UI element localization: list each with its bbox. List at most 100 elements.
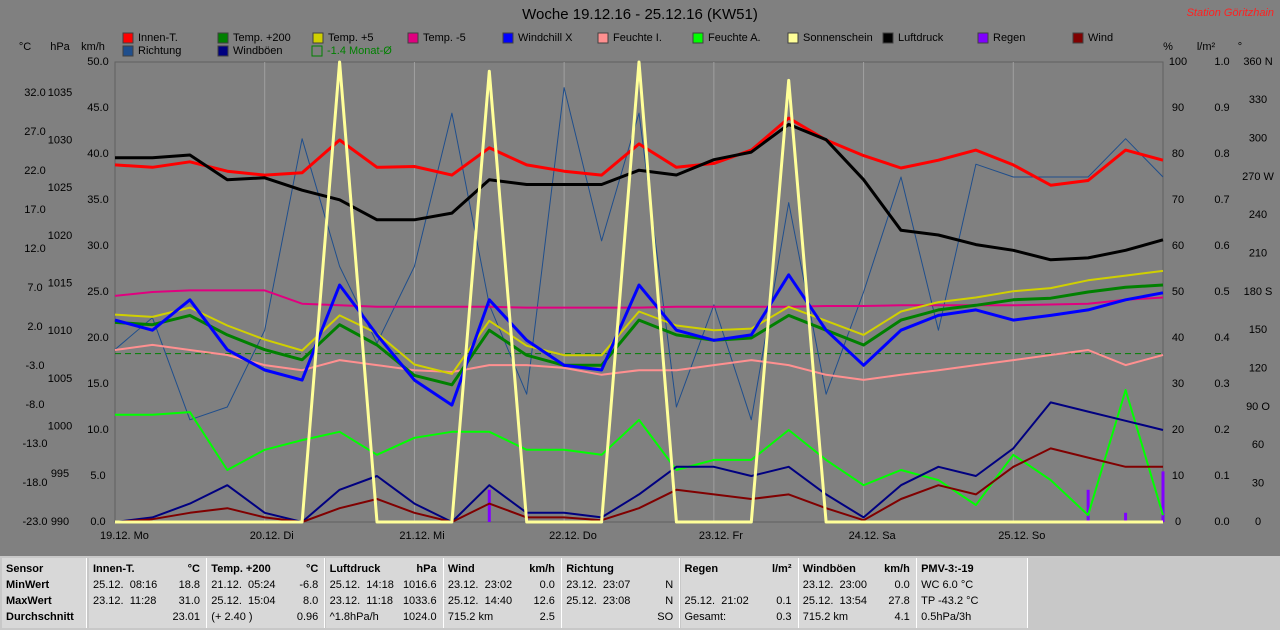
- legend-label: Windchill X: [518, 32, 573, 44]
- legend-label: Temp. -5: [423, 32, 466, 44]
- chart-title: Woche 19.12.16 - 25.12.16 (KW51): [522, 6, 758, 23]
- y-tick-label: 15.0: [87, 378, 108, 390]
- y-tick-label: 40.0: [87, 148, 108, 160]
- stat-detail: 23.12. 11:28: [93, 595, 157, 607]
- panel-unit: °C: [187, 563, 200, 575]
- panel-unit: km/h: [529, 563, 555, 575]
- legend-swatch: [597, 32, 609, 44]
- stat-value: 0.1: [776, 595, 792, 607]
- panel-unit: °C: [305, 563, 319, 575]
- row-label: MaxWert: [6, 595, 52, 607]
- y-tick-label: 35.0: [87, 194, 108, 206]
- stats-row: 25.12. 23:08 N: [566, 595, 673, 610]
- series-line: [114, 283, 1164, 387]
- y-tick-label: -13.0: [22, 438, 47, 450]
- panel-header: Innen-T. °C: [93, 563, 200, 578]
- y-tick-label: 1025: [48, 182, 72, 194]
- chart: Woche 19.12.16 - 25.12.16 (KW51) Station…: [18, 5, 1275, 542]
- panel-name: Wind: [447, 563, 475, 575]
- legend-swatch: [217, 45, 229, 57]
- y-tick-label: 0.3: [1214, 378, 1229, 390]
- rain-bar: [1161, 471, 1165, 522]
- legend-label: Feuchte A.: [708, 32, 761, 44]
- y-tick-label: 995: [51, 468, 69, 480]
- y-tick-label: 1030: [48, 135, 72, 147]
- legend-swatch: [311, 45, 323, 57]
- stat-detail: 715.2 km: [802, 611, 849, 623]
- panel-name: Windböen: [802, 563, 856, 575]
- y-tick-label: 32.0: [24, 87, 45, 99]
- stats-row: 25.12. 21:02 0.1: [685, 595, 792, 610]
- series-line: [115, 122, 1164, 262]
- y-tick-label: 27.0: [24, 126, 45, 138]
- stat-value: -6.8: [299, 579, 319, 591]
- panel-name: Luftdruck: [329, 563, 381, 575]
- y-tick-label: 60: [1252, 439, 1264, 451]
- stats-row: 23.12. 23:00 0.0: [803, 579, 910, 594]
- y-tick-label: 1015: [48, 278, 72, 290]
- panel-header: Wind km/h: [448, 563, 555, 578]
- stat-detail: 25.12. 21:02: [684, 595, 749, 607]
- y-tick-label: 17.0: [24, 204, 45, 216]
- stats-row: ^1.8hPa/h 1024.0: [330, 611, 437, 626]
- y-tick-label: 0.0: [90, 516, 105, 528]
- panel-name: Innen-T.: [93, 563, 135, 575]
- stat-detail: 25.12. 08:16: [93, 579, 158, 591]
- legend-label: Sonnenschein: [803, 32, 873, 44]
- stat-detail: 23.12. 11:18: [329, 595, 393, 607]
- legend-swatch: [502, 32, 514, 44]
- series-line: [114, 447, 1163, 523]
- legend-label: Regen: [993, 32, 1025, 44]
- row-label: Sensor: [6, 563, 44, 575]
- y-tick-label: 210: [1249, 248, 1267, 260]
- y-tick-label: 270 W: [1242, 171, 1274, 183]
- stats-panel: Richtung 23.12. 23:07 N 25.12. 23:08 N SO: [562, 558, 681, 628]
- y-tick-label: 0: [1175, 516, 1181, 528]
- y-tick-label: 0.7: [1214, 194, 1229, 206]
- y-tick-label: 1020: [48, 230, 72, 242]
- stat-detail: 21.12. 05:24: [211, 579, 276, 591]
- legend-swatch: [882, 32, 894, 44]
- stats-row: 25.12. 13:54 27.8: [803, 595, 910, 610]
- panel-header: Windböen km/h: [803, 563, 910, 578]
- stat-detail: 23.12. 23:02: [447, 579, 513, 591]
- stats-panel: Regen l/m² 25.12. 21:02 0.1 Gesamt: 0.3: [680, 558, 799, 628]
- stats-bar: Sensor MinWert MaxWert Durchschnitt Innen-T.…: [0, 556, 1280, 630]
- legend-label: Luftdruck: [898, 32, 944, 44]
- stat-detail: 25.12. 23:08: [566, 595, 631, 607]
- stats-row: (+ 2.40 ) 0.96: [211, 611, 318, 626]
- y-tick-label: 20.0: [87, 332, 108, 344]
- y-tick-label: 0.0: [1214, 516, 1229, 528]
- series-line: [114, 116, 1164, 187]
- y-tick-label: 0.8: [1214, 148, 1229, 160]
- x-tick-label: 25.12. So: [998, 530, 1045, 542]
- stat-value: 18.8: [178, 579, 200, 591]
- axis-unit: °C: [19, 41, 31, 53]
- legend-swatch: [1072, 32, 1084, 44]
- stat-detail: WC 6.0 °C: [921, 579, 974, 591]
- y-tick-label: 1035: [48, 87, 72, 99]
- stat-detail: ^1.8hPa/h: [329, 611, 379, 623]
- axis-unit: l/m²: [1197, 41, 1216, 53]
- stat-detail: 25.12. 14:18: [329, 579, 394, 591]
- y-tick-label: 0.9: [1214, 102, 1229, 114]
- y-tick-label: 30: [1252, 478, 1264, 490]
- y-tick-label: 2.0: [27, 321, 42, 333]
- panel-name: Regen: [684, 563, 719, 575]
- series-line: [115, 60, 1163, 524]
- stats-row: 715.2 km 4.1: [803, 611, 910, 626]
- y-tick-label: 0.1: [1214, 470, 1229, 482]
- y-tick-label: 30.0: [87, 240, 108, 252]
- x-tick-label: 23.12. Fr: [699, 530, 743, 542]
- x-tick-label: 20.12. Di: [250, 530, 294, 542]
- stats-panel: Temp. +200 °C 21.12. 05:24 -6.8 25.12. 15:04…: [207, 558, 326, 628]
- stats-panel: Wind km/h 23.12. 23:02 0.0 25.12. 14:40 12.6 7…: [443, 558, 562, 628]
- stat-value: SO: [657, 611, 674, 623]
- legend-swatch: [977, 32, 989, 44]
- series-line: [114, 343, 1164, 381]
- legend-label: Innen-T.: [138, 32, 178, 44]
- stat-detail: 715.2 km: [447, 611, 494, 623]
- stat-value: 0.0: [539, 579, 555, 591]
- legend-swatch: [407, 32, 419, 44]
- stat-detail: (+ 2.40 ): [211, 611, 253, 623]
